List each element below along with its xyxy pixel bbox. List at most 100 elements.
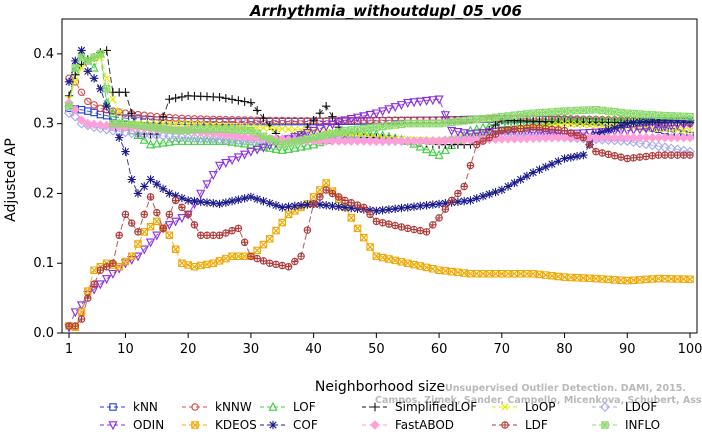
point-fastabod [346,136,357,146]
point-fastabod [616,132,626,143]
point-ldf [90,280,98,288]
watermark-line-2: Campos, Zimek, Sander, Campello, Micenko… [375,395,702,406]
point-inflo [159,125,167,133]
point-knnw [77,88,86,97]
point-lof [290,142,300,152]
point-cof [271,201,281,210]
point-cof [77,46,86,55]
point-odin [102,275,112,285]
point-cof [623,119,632,128]
point-ldf [410,225,418,234]
x-tick-label: 1 [65,342,73,357]
point-loop [567,120,575,128]
point-inflo [272,138,280,146]
legend-label-odin: ODIN [133,418,164,432]
point-lof [296,141,306,151]
point-cof [503,182,513,191]
point-ldf [71,322,80,330]
point-ldf [265,259,274,267]
point-ldof [151,130,162,141]
point-fastabod [635,132,645,143]
point-ldf [441,205,450,213]
point-fastabod [83,118,93,129]
point-fastabod [89,119,99,130]
point-inflo [604,107,613,115]
point-inflo [529,109,537,117]
point-inflo [121,119,130,128]
point-knnw [90,101,98,109]
point-fastabod [352,136,363,146]
point-ldf [617,153,625,161]
point-cof [165,189,174,198]
point-ldf [429,221,437,229]
point-kdeos [184,261,192,269]
point-cof [146,175,155,184]
point-kdeos [77,308,86,316]
point-ldof [176,132,187,143]
point-ldf [403,224,412,233]
point-ldof [208,134,219,144]
point-ldf [472,140,481,149]
y-tick-label: 0.3 [33,117,54,132]
point-inflo [366,124,374,132]
point-ldf [454,189,462,198]
point-cof [453,197,463,207]
point-cof [641,117,651,126]
point-inflo [441,119,450,127]
point-ldf [297,252,305,260]
point-inflo [679,112,688,121]
point-fastabod [421,136,432,146]
point-ldf [447,196,456,205]
point-cof [673,115,682,125]
legend-label-cof: COF [293,418,318,432]
point-odin [196,189,206,199]
point-kdeos [203,260,211,269]
legend-item-cof: COF [260,418,318,432]
point-inflo [567,107,575,115]
point-inflo [203,125,211,133]
legend-swatch-marker [370,402,380,412]
series-kdeos [65,179,694,332]
point-cof [478,192,488,201]
point-simplifiedlof [121,88,130,97]
point-odin [208,171,218,181]
y-axis-title: Adjusted AP [3,138,19,222]
point-cof [572,152,582,161]
point-ldf [523,124,531,132]
point-ldf [642,152,650,161]
point-cof [171,191,180,200]
point-cof [102,102,111,111]
point-fastabod [327,136,338,146]
point-cof [71,56,80,66]
point-ldf [391,221,399,230]
point-odin [352,113,363,123]
point-kdeos [209,259,218,267]
point-inflo [228,125,236,134]
point-ldf [397,223,406,231]
point-inflo [234,126,243,134]
point-lof [434,149,444,159]
point-cof [209,199,218,208]
point-inflo [140,122,149,131]
point-cof [635,118,645,127]
point-kdeos [353,224,362,233]
point-odin [428,96,438,106]
point-loop [554,120,562,128]
point-inflo [422,119,431,128]
point-loop [579,121,587,129]
point-ldf [648,152,657,160]
point-cof [409,202,419,211]
point-lof [283,143,294,153]
point-cof [64,77,74,86]
point-ldf [623,154,632,163]
point-inflo [184,126,192,134]
point-cof [234,195,243,204]
point-fastabod [559,132,570,143]
legend-item-knnw: kNNW [182,400,252,414]
point-kdeos [253,246,261,255]
point-simplifiedlof [227,95,237,104]
point-inflo [278,140,287,149]
point-simplifiedlof [221,94,231,103]
point-kdeos [272,226,280,235]
point-odin [258,143,269,153]
